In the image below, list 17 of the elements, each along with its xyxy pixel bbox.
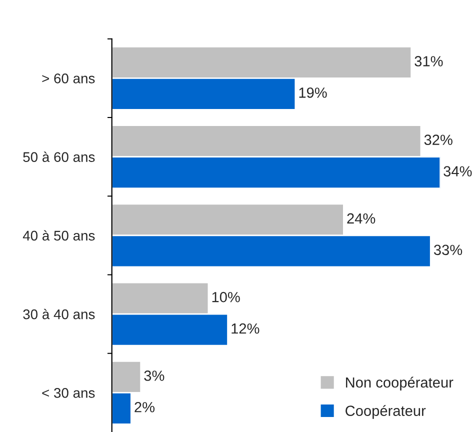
data-label: 10% <box>212 292 240 302</box>
y-tick-label: < 30 ans <box>42 388 95 398</box>
y-tick-label: 30 à 40 ans <box>23 308 95 320</box>
legend-label: Non coopérateur <box>346 376 454 391</box>
data-label: 31% <box>414 56 443 66</box>
y-tick-label: 50 à 60 ans <box>23 152 95 162</box>
data-label: 24% <box>347 213 376 224</box>
y-tick-label: > 60 ans <box>42 74 95 84</box>
legend-label: Coopérateur <box>346 405 426 419</box>
data-label: 3% <box>144 370 164 381</box>
y-tick-label: 40 à 50 ans <box>22 230 95 241</box>
data-label: 34% <box>444 166 472 176</box>
data-label: 32% <box>424 134 452 146</box>
data-label: 19% <box>299 88 327 98</box>
data-label: 2% <box>134 402 155 412</box>
data-label: 33% <box>434 244 462 256</box>
data-label: 12% <box>232 323 260 334</box>
